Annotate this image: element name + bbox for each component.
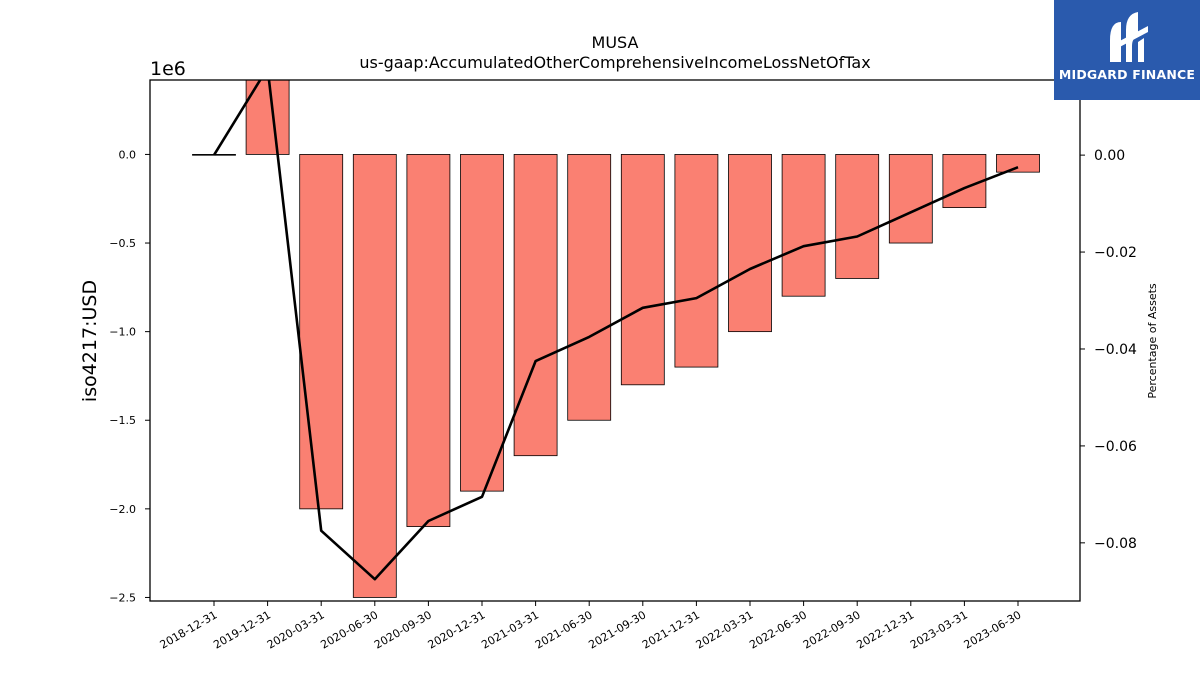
y2-axis-label: Percentage of Assets	[1146, 283, 1159, 399]
bar	[888, 154, 933, 244]
bar	[513, 154, 558, 457]
percentage-line	[212, 80, 1019, 581]
y2-tick-label: −0.04	[1094, 342, 1137, 358]
y-tick-label: −2.5	[109, 591, 136, 604]
bar	[460, 154, 504, 492]
x-tick-label: 2019-12-31	[211, 608, 273, 651]
x-tick-label: 2021-06-30	[533, 608, 595, 651]
x-tick-label: 2022-03-31	[694, 608, 756, 651]
x-tick-label: 2020-06-30	[318, 608, 380, 651]
y2-tick-label: −0.06	[1094, 439, 1137, 455]
x-tick-label: 2022-09-30	[801, 608, 863, 651]
bar	[299, 154, 344, 510]
y-tick-label: −2.0	[109, 503, 136, 516]
midgard-logo: MIDGARD FINANCE	[1054, 0, 1200, 100]
plot-frame	[149, 79, 1081, 602]
bar	[406, 154, 451, 527]
y2-tick-label: −0.02	[1094, 245, 1137, 261]
x-tick-label: 2021-03-31	[479, 608, 541, 651]
x-tick-label: 2022-12-31	[854, 608, 916, 651]
x-tick-label: 2020-09-30	[372, 608, 434, 651]
y-tick-label: −1.5	[109, 414, 136, 427]
bar	[728, 154, 772, 333]
x-tick-label: 2021-12-31	[640, 608, 702, 651]
bar	[674, 154, 719, 368]
bar	[352, 154, 397, 598]
y-offset-label: 1e6	[150, 58, 186, 80]
bar-series	[192, 79, 1040, 598]
bar	[567, 154, 612, 421]
chart-subtitle: us-gaap:AccumulatedOtherComprehensiveInc…	[359, 53, 870, 72]
x-tick-label: 2018-12-31	[158, 608, 220, 651]
chart-title: MUSA	[592, 33, 639, 52]
bar	[620, 154, 665, 386]
bar	[942, 154, 987, 208]
x-tick-label: 2023-03-31	[908, 608, 970, 651]
line-series	[212, 80, 1019, 581]
bar	[835, 154, 880, 279]
x-tick-label: 2020-12-31	[426, 608, 488, 651]
logo-mark-icon	[1110, 12, 1148, 62]
y-tick-label: 0.0	[119, 148, 137, 161]
y-tick-label: −0.5	[109, 237, 136, 250]
x-tick-label: 2022-06-30	[747, 608, 809, 651]
x-tick-label: 2021-09-30	[586, 608, 648, 651]
logo-name: MIDGARD FINANCE	[1058, 67, 1196, 82]
bar	[996, 154, 1040, 173]
x-tick-label: 2020-03-31	[265, 608, 327, 651]
bar	[781, 154, 826, 297]
y-tick-label: −1.0	[109, 326, 136, 339]
y2-tick-label: −0.08	[1094, 536, 1137, 552]
y-axis-label: iso4217:USD	[79, 280, 101, 402]
y2-tick-label: 0.00	[1094, 148, 1125, 164]
x-tick-label: 2023-06-30	[962, 608, 1024, 651]
